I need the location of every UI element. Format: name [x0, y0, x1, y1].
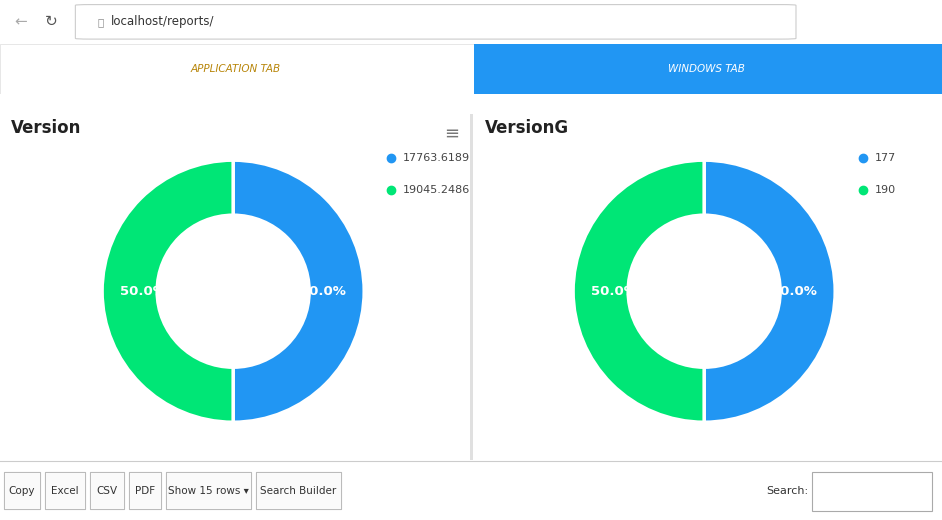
Text: Copy: Copy [8, 486, 35, 496]
Bar [129, 472, 161, 509]
Bar [4, 472, 40, 509]
Text: APPLICATION TAB: APPLICATION TAB [190, 63, 281, 74]
FancyBboxPatch shape [90, 472, 124, 509]
FancyBboxPatch shape [45, 472, 85, 509]
Bar [0, 44, 474, 94]
Text: Version: Version [11, 120, 82, 137]
FancyBboxPatch shape [4, 472, 40, 509]
Text: ⓘ: ⓘ [98, 17, 105, 27]
Text: Show 15 rows ▾: Show 15 rows ▾ [168, 486, 249, 496]
Bar [812, 472, 932, 511]
Bar [166, 472, 251, 509]
Text: CSV: CSV [96, 486, 118, 496]
Text: Search Builder: Search Builder [260, 486, 336, 496]
Text: VersionG: VersionG [485, 120, 569, 137]
FancyBboxPatch shape [166, 472, 251, 509]
Text: 50.0%: 50.0% [300, 284, 346, 297]
Text: 50.0%: 50.0% [121, 284, 167, 297]
Text: localhost/reports/: localhost/reports/ [111, 15, 215, 28]
Bar [45, 472, 85, 509]
Text: Excel: Excel [51, 486, 79, 496]
Wedge shape [573, 160, 705, 422]
Bar [470, 114, 473, 460]
Text: WINDOWS TAB: WINDOWS TAB [668, 63, 745, 74]
Text: PDF: PDF [135, 486, 155, 496]
Bar [90, 472, 124, 509]
Text: 50.0%: 50.0% [771, 284, 817, 297]
Bar [474, 44, 942, 94]
Text: Windows Version: Windows Version [414, 98, 528, 110]
Text: 190: 190 [875, 186, 896, 196]
Text: ←: ← [14, 15, 27, 29]
Text: 50.0%: 50.0% [592, 284, 638, 297]
Wedge shape [233, 160, 365, 422]
Wedge shape [102, 160, 234, 422]
Wedge shape [704, 160, 836, 422]
Text: ≡: ≡ [445, 124, 460, 142]
Text: 17763.6189: 17763.6189 [403, 153, 470, 163]
Bar [256, 472, 341, 509]
Text: ↻: ↻ [45, 15, 58, 29]
Text: 19045.2486: 19045.2486 [403, 186, 470, 196]
FancyBboxPatch shape [129, 472, 161, 509]
FancyBboxPatch shape [256, 472, 341, 509]
Text: 177: 177 [875, 153, 897, 163]
FancyBboxPatch shape [75, 5, 796, 39]
Text: Search:: Search: [766, 486, 808, 496]
